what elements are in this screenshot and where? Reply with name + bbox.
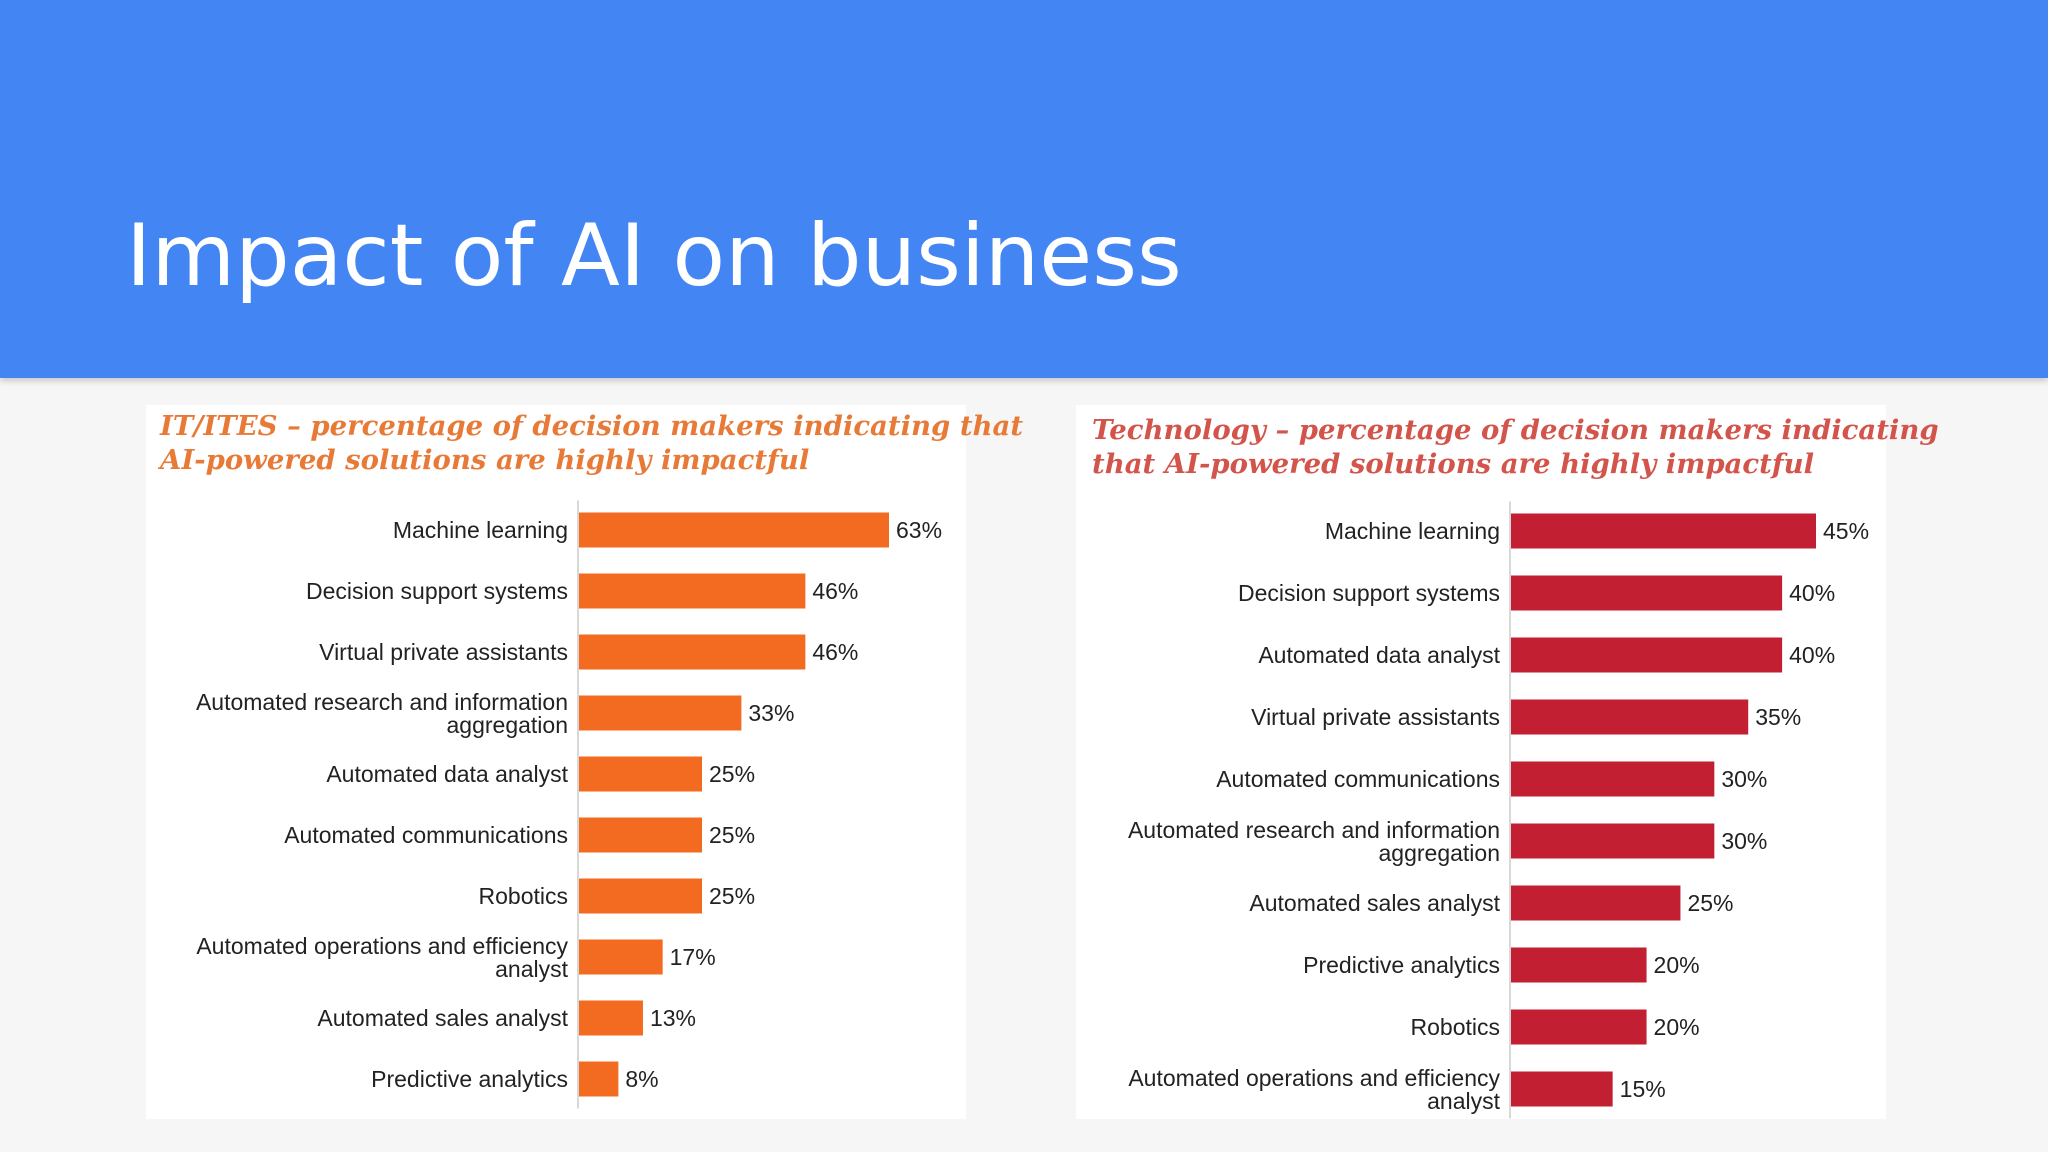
category-label: analyst: [495, 956, 568, 982]
category-label: Automated operations and efficiency: [1128, 1065, 1500, 1091]
data-label: 30%: [1721, 828, 1767, 854]
category-label: analyst: [1427, 1088, 1500, 1114]
data-label: 40%: [1789, 580, 1835, 606]
data-label: 35%: [1755, 704, 1801, 730]
bar: [1511, 947, 1647, 983]
data-label: 15%: [1620, 1076, 1666, 1102]
bar: [579, 939, 663, 975]
bar: [1511, 1009, 1647, 1045]
chart-title-line-2: AI-powered solutions are highly impactfu…: [160, 444, 810, 476]
category-label: Machine learning: [393, 517, 568, 543]
category-label: aggregation: [447, 712, 569, 738]
chart-title-line-1: Technology – percentage of decision make…: [1092, 414, 1939, 446]
data-label: 25%: [709, 822, 755, 848]
bar: [1511, 885, 1681, 921]
bar-chart-it-ites: 63% Machine learning 46% Decision support s…: [196, 500, 942, 1109]
category-label: Automated research and information: [196, 689, 568, 715]
data-label: 25%: [709, 883, 755, 909]
category-label: Automated communications: [1216, 766, 1500, 792]
bar: [579, 695, 742, 731]
category-label: Automated sales analyst: [1249, 890, 1500, 916]
category-label: Robotics: [1411, 1014, 1500, 1040]
bar: [1511, 1071, 1613, 1107]
chart-it-ites: IT/ITES – percentage of decision makers …: [146, 405, 1023, 1119]
slide-header: Impact of AI on business: [0, 0, 2048, 378]
slide-title: Impact of AI on business: [126, 206, 1182, 306]
chart-title-line-1: IT/ITES – percentage of decision makers …: [160, 410, 1024, 442]
category-label: Robotics: [479, 883, 568, 909]
data-label: 30%: [1721, 766, 1767, 792]
bar: [579, 756, 703, 792]
data-label: 46%: [812, 578, 858, 604]
bar: [579, 1000, 643, 1036]
category-label: Virtual private assistants: [319, 639, 568, 665]
category-label: Automated data analyst: [1258, 642, 1500, 668]
data-label: 33%: [748, 700, 794, 726]
data-label: 13%: [650, 1005, 696, 1031]
bar: [579, 512, 889, 548]
category-label: aggregation: [1379, 840, 1501, 866]
data-label: 20%: [1654, 952, 1700, 978]
category-label: Automated data analyst: [326, 761, 568, 787]
bar: [579, 634, 806, 670]
data-label: 17%: [670, 944, 716, 970]
category-label: Machine learning: [1325, 518, 1500, 544]
bar: [579, 1061, 619, 1097]
category-label: Automated operations and efficiency: [196, 933, 568, 959]
bar: [1511, 823, 1715, 859]
category-label: Automated sales analyst: [317, 1005, 568, 1031]
data-label: 20%: [1654, 1014, 1700, 1040]
chart-title-line-2: that AI-powered solutions are highly imp…: [1092, 448, 1815, 480]
category-label: Predictive analytics: [371, 1066, 568, 1092]
category-label: Automated communications: [284, 822, 568, 848]
data-label: 63%: [896, 517, 942, 543]
bar: [1511, 761, 1715, 797]
bar: [579, 817, 703, 853]
chart-technology: Technology – percentage of decision make…: [1076, 405, 1939, 1119]
bar: [1511, 637, 1783, 673]
data-label: 25%: [1687, 890, 1733, 916]
bar-chart-technology: 45% Machine learning 40% Decision support s…: [1128, 501, 1869, 1119]
chart-title: IT/ITES – percentage of decision makers …: [160, 409, 1023, 477]
data-label: 46%: [812, 639, 858, 665]
category-label: Predictive analytics: [1303, 952, 1500, 978]
data-label: 8%: [625, 1066, 658, 1092]
category-label: Virtual private assistants: [1251, 704, 1500, 730]
data-label: 40%: [1789, 642, 1835, 668]
bar: [1511, 699, 1749, 735]
bar: [1511, 513, 1816, 549]
bar: [579, 573, 806, 609]
category-label: Decision support systems: [306, 578, 568, 604]
category-label: Automated research and information: [1128, 817, 1500, 843]
data-label: 25%: [709, 761, 755, 787]
data-label: 45%: [1823, 518, 1869, 544]
category-label: Decision support systems: [1238, 580, 1500, 606]
bar: [1511, 575, 1783, 611]
bar: [579, 878, 703, 914]
chart-title: Technology – percentage of decision make…: [1092, 413, 1939, 481]
